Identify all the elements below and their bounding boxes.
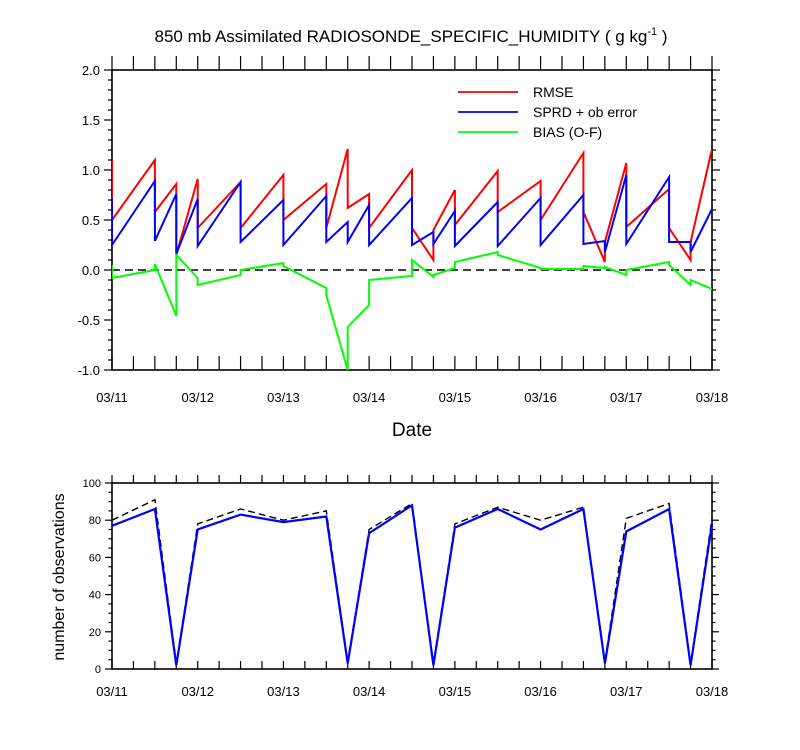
legend-label-sprd: SPRD + ob error (533, 104, 637, 120)
y-tick-label: 0.0 (82, 263, 100, 278)
top-x-axis-label: Date (392, 420, 432, 441)
chart-title: 850 mb Assimilated RADIOSONDE_SPECIFIC_H… (154, 26, 667, 46)
series-bias-line (112, 250, 712, 370)
y-tick-label: 0.5 (82, 213, 100, 228)
obs-x-tick-label: 03/16 (524, 684, 557, 699)
y-tick-label: 2.0 (82, 63, 100, 78)
x-tick-label: 03/17 (610, 390, 643, 405)
obs-y-tick-label: 60 (89, 552, 101, 564)
y-tick-label: 1.0 (82, 163, 100, 178)
x-tick-label: 03/15 (439, 390, 472, 405)
obs-y-tick-label: 40 (89, 590, 101, 602)
x-tick-label: 03/16 (524, 390, 557, 405)
obs-x-tick-label: 03/15 (439, 684, 472, 699)
series-sprd-line (112, 173, 712, 255)
obs-y-tick-label: 80 (89, 515, 101, 527)
legend-entry-rmse: RMSE (458, 84, 573, 100)
obs-possible-dashed-line (111, 498, 713, 664)
obs-x-tick-label: 03/17 (610, 684, 643, 699)
top-plot-area: -1.0 -0.5 0.0 0.5 1.0 1.5 2.0 03/11 03/12 03/13 03… (78, 56, 729, 405)
x-tick-label: 03/14 (353, 390, 386, 405)
obs-y-tick-label: 100 (83, 478, 101, 490)
y-tick-label: -0.5 (78, 313, 100, 328)
obs-x-tick-label: 03/18 (696, 684, 729, 699)
obs-assimilated-line (111, 503, 714, 666)
obs-y-tick-label: 0 (95, 664, 101, 676)
y-tick-label: -1.0 (78, 363, 100, 378)
x-tick-label: 03/11 (96, 390, 128, 405)
x-tick-label: 03/12 (181, 390, 214, 405)
legend-label-rmse: RMSE (533, 84, 573, 100)
legend: RMSE SPRD + ob error BIAS (O-F) (458, 84, 637, 140)
obs-x-tick-label: 03/14 (353, 684, 386, 699)
bottom-y-axis-label: number of observations (51, 493, 68, 660)
bottom-plot-area: 0 20 40 60 80 100 03/11 03/12 03/13 03/14 03/15 03/… (83, 475, 729, 699)
y-tick-label: 1.5 (82, 113, 100, 128)
x-tick-label: 03/13 (267, 390, 300, 405)
obs-x-tick-label: 03/11 (96, 684, 128, 699)
obs-x-tick-label: 03/12 (181, 684, 214, 699)
obs-y-tick-label: 20 (89, 627, 101, 639)
legend-label-bias: BIAS (O-F) (533, 124, 602, 140)
legend-entry-sprd: SPRD + ob error (458, 104, 637, 120)
obs-x-tick-label: 03/13 (267, 684, 300, 699)
legend-entry-bias: BIAS (O-F) (458, 124, 602, 140)
x-tick-label: 03/18 (696, 390, 729, 405)
